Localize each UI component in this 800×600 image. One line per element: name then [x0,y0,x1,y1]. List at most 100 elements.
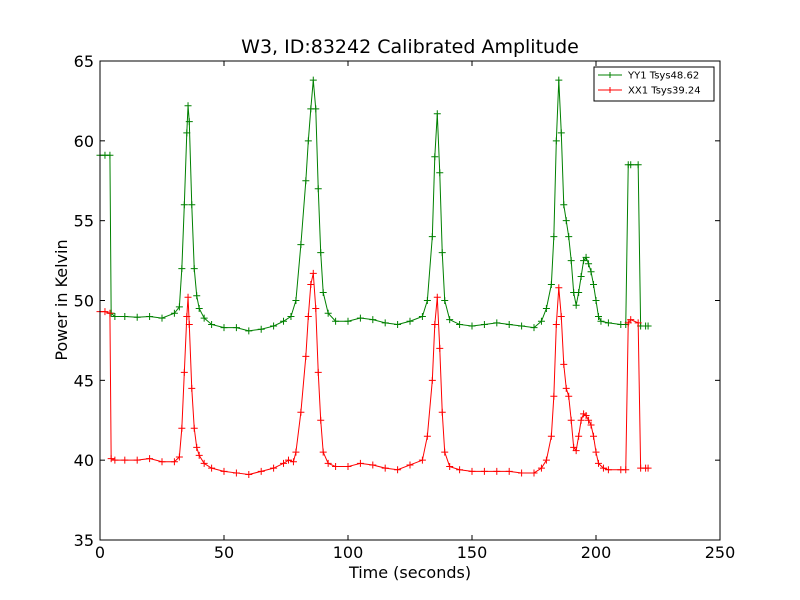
data-point-marker [634,319,642,327]
data-point-marker [369,461,377,469]
x-tick-label: 100 [333,543,364,562]
data-point-marker [133,456,141,464]
data-point-marker [594,312,602,320]
y-tick-label: 55 [74,212,94,231]
data-point-marker [433,110,441,118]
data-point-marker [505,467,513,475]
data-point-marker [505,320,513,328]
data-point-marker [190,265,198,273]
data-point-marker [356,459,364,467]
data-point-marker [585,416,593,424]
legend-box [593,66,715,102]
data-point-marker [270,322,278,330]
data-point-marker [369,316,377,324]
series-xx1 [96,269,652,479]
data-point-marker [552,320,560,328]
data-point-marker [319,289,327,297]
data-point-marker [394,320,402,328]
data-point-marker [302,177,310,185]
data-point-marker [314,368,322,376]
data-point-marker [418,312,426,320]
data-point-marker [185,320,193,328]
data-point-marker [597,317,605,325]
data-point-marker [537,317,545,325]
x-tick-label: 150 [457,543,488,562]
data-point-marker [406,317,414,325]
data-point-marker [208,464,216,472]
data-point-marker [309,269,317,277]
data-point-marker [190,424,198,432]
data-point-marker [280,459,288,467]
y-tick-label: 45 [74,371,94,390]
data-point-marker [468,467,476,475]
data-point-marker [441,448,449,456]
data-point-marker [446,316,454,324]
data-point-marker [309,76,317,84]
data-point-marker [185,118,193,126]
data-point-marker [289,458,297,466]
data-point-marker [436,344,444,352]
data-point-marker [178,265,186,273]
legend-marker [607,72,613,78]
data-point-marker [208,320,216,328]
data-point-marker [433,293,441,301]
data-point-marker [599,464,607,472]
data-point-marker [550,392,558,400]
data-point-marker [312,105,320,113]
data-point-marker [423,297,431,304]
x-tick-label: 250 [705,543,736,562]
data-point-marker [193,443,201,451]
data-point-marker [438,249,446,257]
data-point-marker [280,317,288,325]
data-point-marker [480,467,488,475]
data-point-marker [431,320,439,328]
data-point-marker [577,273,585,281]
data-point-marker [572,301,580,309]
data-point-marker [577,416,585,424]
data-point-marker [193,292,201,300]
data-point-marker [555,76,563,84]
data-point-marker [324,459,332,467]
data-point-marker [550,233,558,241]
data-point-marker [133,313,141,321]
data-point-marker [319,448,327,456]
data-point-marker [560,201,568,209]
data-point-marker [121,456,129,464]
x-tick-label: 0 [95,543,105,562]
data-point-marker [245,327,253,335]
data-point-marker [106,309,114,317]
data-point-marker [287,312,295,320]
data-point-marker [304,312,312,320]
data-point-marker [562,384,570,392]
data-point-marker [547,281,555,289]
data-point-marker [200,459,208,467]
data-point-marker [557,129,565,137]
data-point-marker [518,469,526,477]
data-point-marker [542,304,550,312]
data-point-marker [431,153,439,161]
data-point-marker [188,384,196,392]
data-point-marker [121,312,129,320]
data-point-marker [180,201,188,209]
data-point-marker [423,432,431,440]
data-point-marker [158,314,166,322]
data-point-marker [356,314,364,322]
data-point-marker [468,322,476,330]
data-point-marker [284,456,292,464]
data-point-marker [627,161,635,169]
data-point-marker [518,322,526,330]
plot-lines [96,76,652,479]
data-point-marker [344,317,352,325]
legend-marker [607,87,613,93]
data-point-marker [567,416,575,424]
data-point-marker [297,408,305,416]
data-point-marker [585,260,593,268]
data-point-marker [245,471,253,479]
data-point-marker [220,467,228,475]
data-point-marker [587,421,595,429]
data-point-marker [575,289,583,297]
y-tick-label: 65 [74,52,94,71]
data-point-marker [592,297,600,304]
data-point-marker [307,281,315,289]
data-point-marker [304,137,312,145]
